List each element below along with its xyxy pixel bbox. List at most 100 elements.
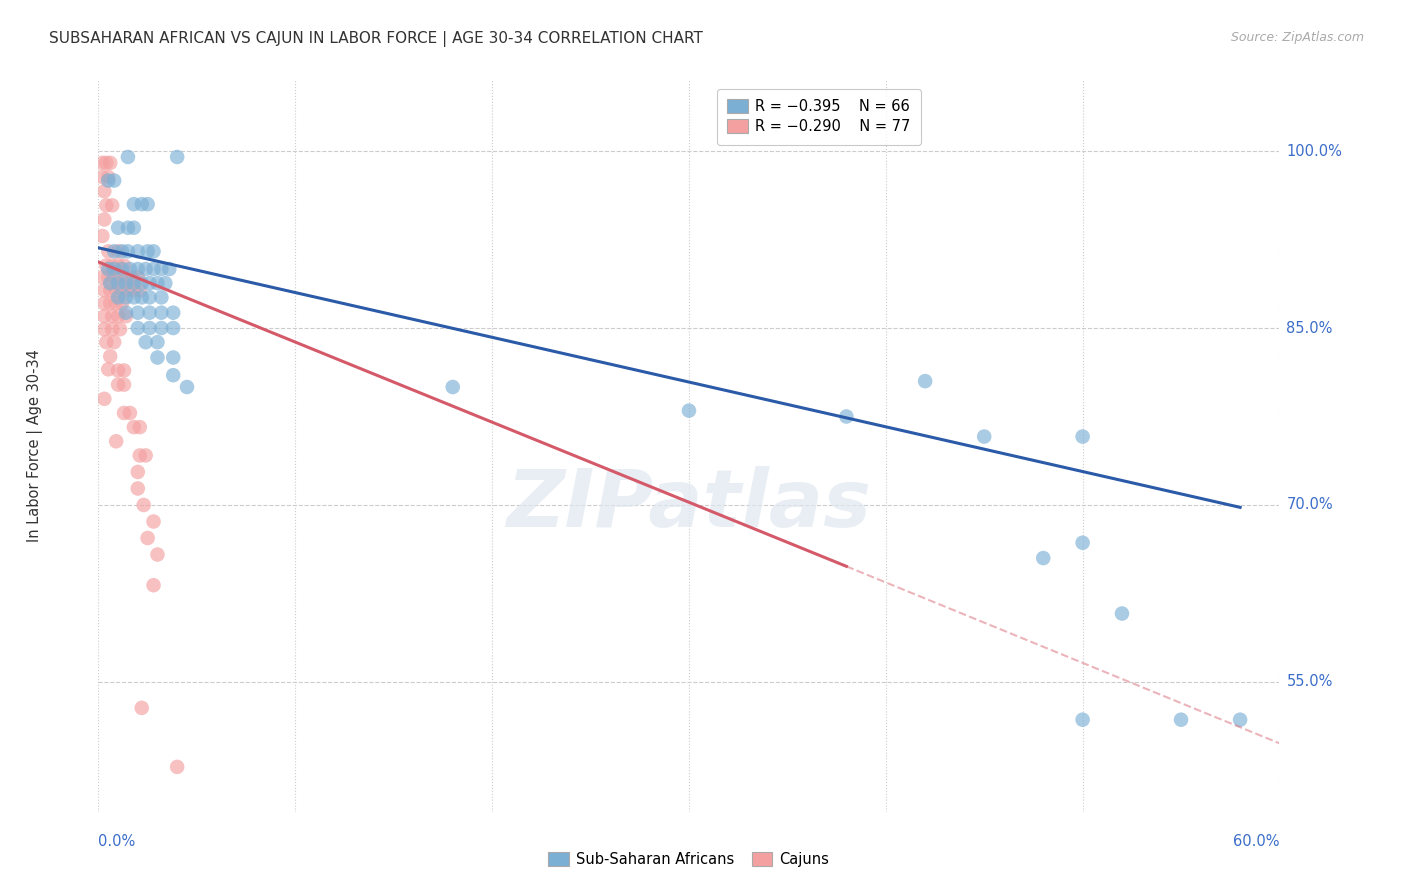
Point bbox=[112, 363, 135, 377]
Point bbox=[101, 322, 124, 336]
Point bbox=[122, 197, 145, 211]
Point bbox=[103, 270, 125, 285]
Point bbox=[162, 368, 184, 383]
Point bbox=[973, 429, 995, 443]
Legend: Sub-Saharan Africans, Cajuns: Sub-Saharan Africans, Cajuns bbox=[541, 845, 837, 874]
Point bbox=[91, 229, 114, 244]
Point bbox=[101, 198, 124, 212]
Point bbox=[97, 262, 120, 277]
Point bbox=[107, 244, 129, 259]
Point bbox=[112, 377, 135, 392]
Point bbox=[146, 548, 169, 562]
Point bbox=[96, 335, 118, 350]
Point bbox=[128, 283, 150, 297]
Point bbox=[111, 262, 134, 277]
Point bbox=[162, 321, 184, 335]
Point bbox=[142, 244, 165, 259]
Point bbox=[127, 465, 149, 479]
Point bbox=[98, 349, 121, 363]
Point bbox=[107, 290, 129, 304]
Point bbox=[127, 244, 149, 259]
Point bbox=[98, 296, 121, 310]
Point bbox=[108, 322, 131, 336]
Point bbox=[1229, 713, 1251, 727]
Point bbox=[678, 403, 700, 417]
Text: 60.0%: 60.0% bbox=[1233, 834, 1279, 849]
Point bbox=[117, 150, 139, 164]
Point bbox=[121, 270, 143, 285]
Point bbox=[97, 244, 120, 259]
Point bbox=[135, 262, 157, 277]
Point bbox=[146, 276, 169, 290]
Point bbox=[122, 420, 145, 434]
Point bbox=[105, 434, 128, 449]
Point bbox=[101, 310, 124, 324]
Point bbox=[108, 270, 131, 285]
Point bbox=[118, 406, 141, 420]
Point bbox=[136, 197, 159, 211]
Point bbox=[96, 259, 118, 273]
Point bbox=[117, 220, 139, 235]
Point bbox=[835, 409, 858, 424]
Point bbox=[103, 173, 125, 187]
Point bbox=[1071, 429, 1094, 443]
Text: 85.0%: 85.0% bbox=[1286, 320, 1333, 335]
Point bbox=[122, 290, 145, 304]
Point bbox=[93, 184, 115, 198]
Point bbox=[1071, 713, 1094, 727]
Point bbox=[122, 283, 145, 297]
Point bbox=[97, 169, 120, 184]
Point bbox=[162, 351, 184, 365]
Point bbox=[150, 321, 173, 335]
Point bbox=[1111, 607, 1133, 621]
Point bbox=[111, 283, 134, 297]
Point bbox=[117, 244, 139, 259]
Point bbox=[128, 449, 150, 463]
Point bbox=[103, 262, 125, 277]
Point bbox=[115, 306, 138, 320]
Point bbox=[1071, 535, 1094, 549]
Point bbox=[115, 290, 138, 304]
Point bbox=[138, 321, 160, 335]
Point bbox=[131, 290, 153, 304]
Point bbox=[115, 270, 138, 285]
Point bbox=[1170, 713, 1192, 727]
Point bbox=[135, 335, 157, 350]
Point bbox=[96, 198, 118, 212]
Point bbox=[101, 259, 124, 273]
Point bbox=[107, 377, 129, 392]
Point bbox=[127, 270, 149, 285]
Point bbox=[131, 197, 153, 211]
Point bbox=[107, 363, 129, 377]
Point bbox=[111, 296, 134, 310]
Point bbox=[150, 306, 173, 320]
Point bbox=[107, 220, 129, 235]
Point bbox=[128, 420, 150, 434]
Point bbox=[93, 212, 115, 227]
Point bbox=[136, 531, 159, 545]
Point bbox=[107, 276, 129, 290]
Text: 0.0%: 0.0% bbox=[98, 834, 135, 849]
Point bbox=[103, 244, 125, 259]
Point bbox=[127, 482, 149, 496]
Text: SUBSAHARAN AFRICAN VS CAJUN IN LABOR FORCE | AGE 30-34 CORRELATION CHART: SUBSAHARAN AFRICAN VS CAJUN IN LABOR FOR… bbox=[49, 31, 703, 47]
Point bbox=[131, 701, 153, 715]
Point bbox=[93, 392, 115, 406]
Point bbox=[112, 259, 135, 273]
Point bbox=[93, 283, 115, 297]
Point bbox=[132, 498, 155, 512]
Point bbox=[127, 262, 149, 277]
Point bbox=[105, 296, 128, 310]
Point bbox=[97, 173, 120, 187]
Point bbox=[93, 296, 115, 310]
Point bbox=[157, 262, 180, 277]
Point bbox=[150, 262, 173, 277]
Point bbox=[107, 259, 129, 273]
Point bbox=[91, 156, 114, 170]
Point bbox=[176, 380, 198, 394]
Point bbox=[127, 306, 149, 320]
Point bbox=[93, 310, 115, 324]
Point bbox=[98, 156, 121, 170]
Point bbox=[162, 306, 184, 320]
Point bbox=[122, 220, 145, 235]
